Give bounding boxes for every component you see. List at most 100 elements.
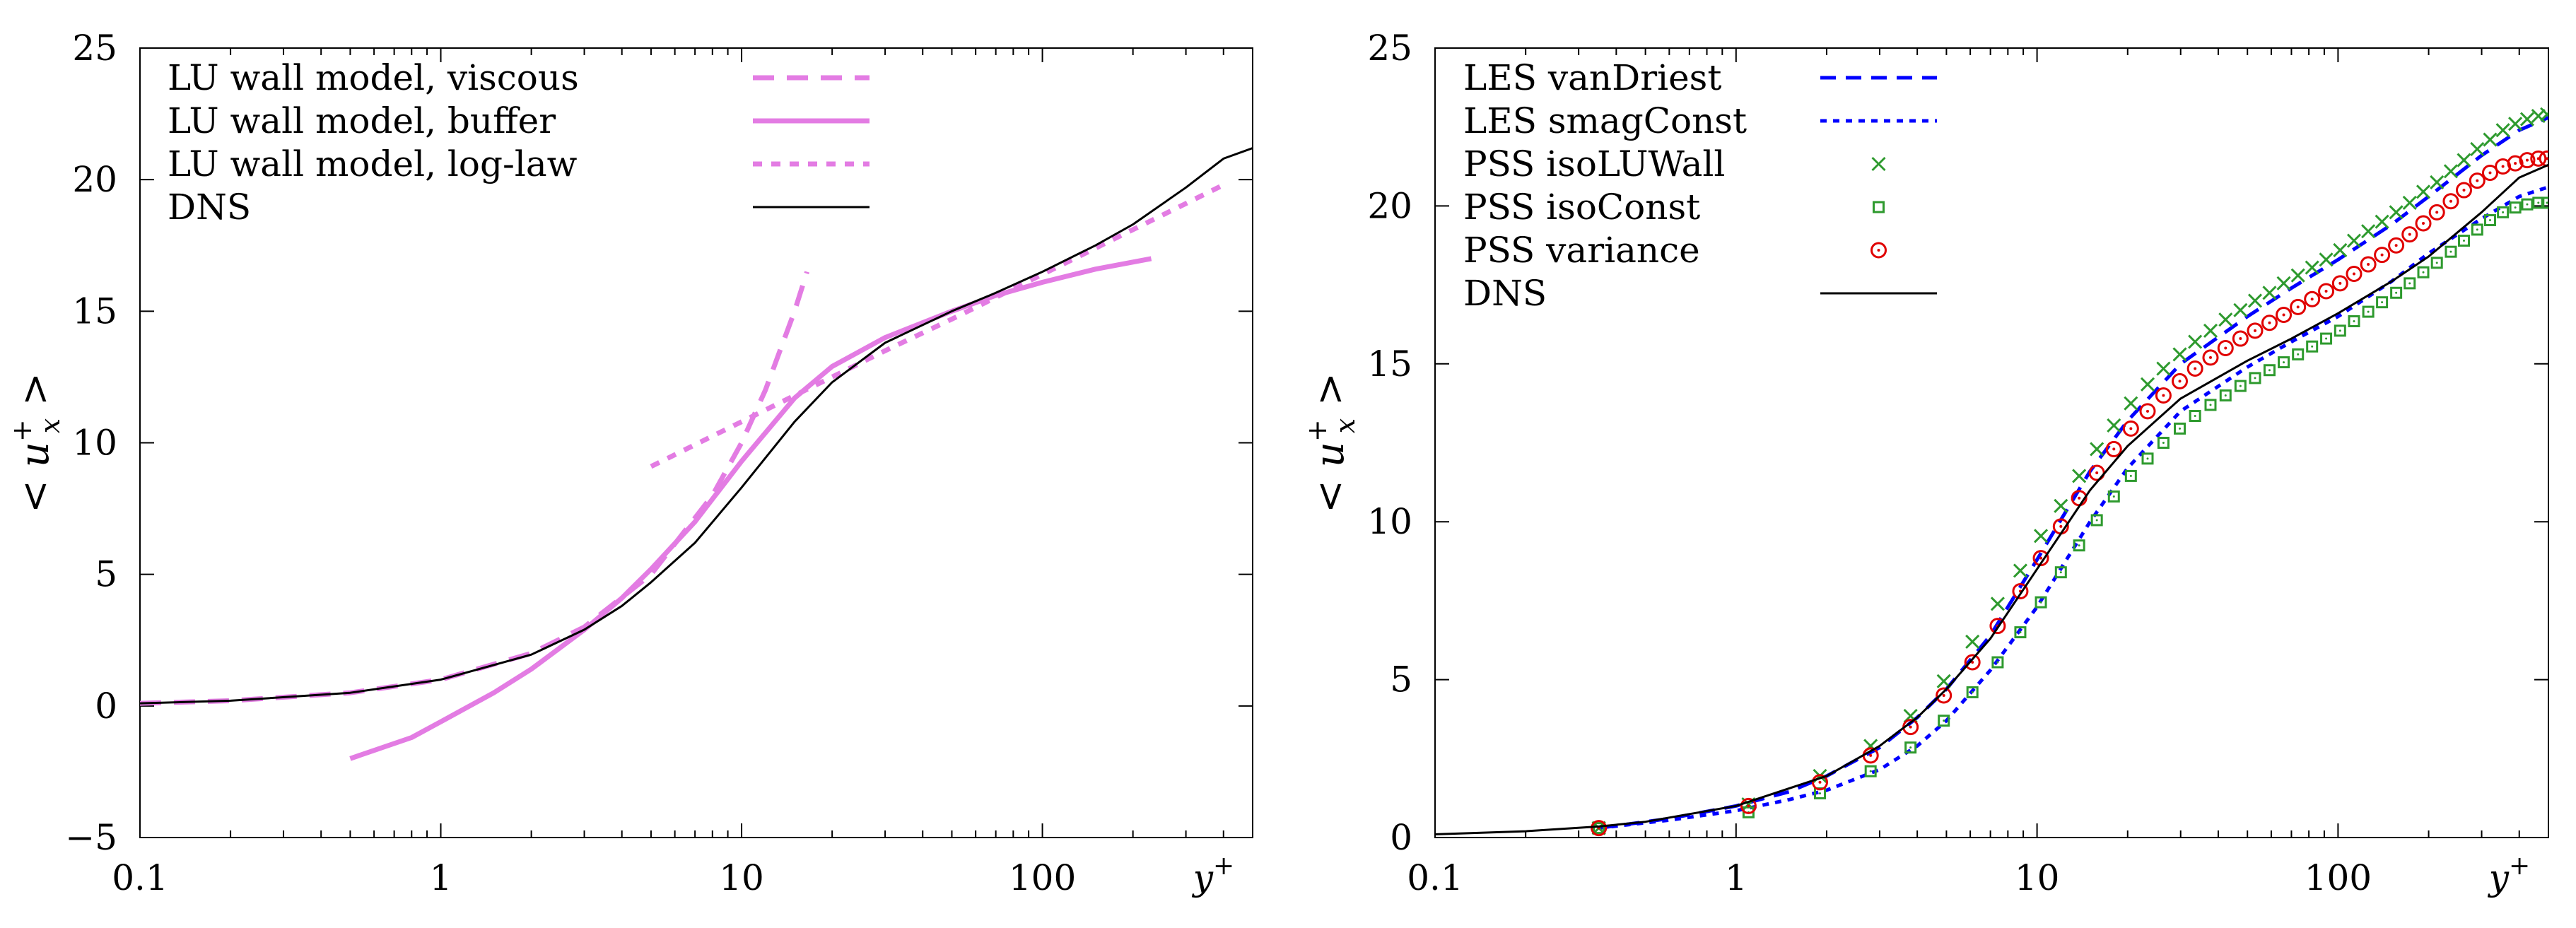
data-point	[1864, 765, 1877, 777]
data-point	[2290, 298, 2307, 315]
data-point	[2442, 193, 2459, 210]
y-label-sup: +	[6, 419, 37, 442]
x-tick-label: 0.1	[112, 857, 168, 898]
data-point-dot	[2352, 272, 2355, 276]
x-tick-label: 0.1	[1407, 857, 1463, 898]
y-label-sup: +	[1301, 419, 1333, 442]
data-point-dot	[2078, 544, 2080, 547]
y-tick-label: 15	[1367, 343, 1412, 384]
data-point	[2013, 563, 2028, 578]
y-tick-label: −5	[65, 817, 117, 858]
data-point-dot	[2059, 524, 2063, 528]
data-point	[2346, 265, 2363, 282]
x-axis-label-sup: +	[1213, 852, 1234, 881]
y-label-sub: x	[1330, 418, 1361, 433]
data-point-dot	[2268, 321, 2271, 324]
data-point-dot	[2039, 601, 2042, 604]
data-point	[2249, 372, 2261, 384]
data-point	[2469, 172, 2486, 189]
y-tick-label: 10	[72, 423, 117, 464]
data-point	[2457, 153, 2471, 168]
series-dns-line	[1435, 163, 2548, 835]
data-point	[2157, 437, 2170, 449]
data-point-dot	[2537, 201, 2540, 204]
data-point	[2306, 340, 2319, 353]
data-point	[2362, 305, 2375, 318]
data-point	[2331, 275, 2348, 292]
data-point	[2404, 277, 2416, 290]
data-point	[2318, 283, 2335, 300]
data-point	[1966, 686, 1979, 698]
series-lu-wall-model-log-law-line	[650, 182, 1225, 469]
legend-label: LES smagConst	[1463, 100, 1747, 141]
data-point	[2509, 201, 2522, 214]
y-label-close: >	[12, 372, 58, 418]
data-point	[2455, 182, 2472, 199]
data-point-dot	[2338, 329, 2341, 332]
data-point	[1740, 797, 1757, 814]
data-point-dot	[2501, 165, 2505, 168]
data-point-dot	[1996, 661, 1999, 664]
data-point-dot	[2095, 519, 2098, 522]
data-point-dot	[2129, 427, 2133, 430]
data-point-dot	[2078, 496, 2081, 500]
data-point-dot	[2209, 404, 2212, 406]
data-point-dot	[2310, 298, 2314, 301]
data-point	[2234, 380, 2247, 392]
y-tick-label: 25	[1367, 28, 1412, 69]
data-point	[2495, 123, 2510, 138]
data-point	[2348, 315, 2360, 327]
data-point-dot	[2514, 206, 2517, 209]
data-point	[2507, 155, 2524, 172]
data-point	[2122, 420, 2139, 437]
data-point	[2375, 214, 2389, 229]
data-point-dot	[2311, 345, 2314, 348]
data-point	[2481, 164, 2498, 181]
data-point	[2417, 266, 2430, 278]
data-point-dot	[2338, 281, 2342, 285]
data-point-dot	[2422, 221, 2425, 225]
data-point	[2090, 514, 2103, 527]
data-point-dot	[2039, 556, 2043, 560]
data-point	[2090, 442, 2104, 457]
data-point	[2202, 349, 2219, 366]
data-point	[2247, 293, 2263, 308]
data-point-dot	[2324, 290, 2328, 293]
data-point-dot	[2146, 409, 2150, 413]
data-point	[2174, 422, 2186, 435]
data-point-dot	[2268, 369, 2271, 372]
data-point-dot	[2462, 240, 2465, 242]
data-point	[2320, 332, 2333, 345]
data-point	[2416, 184, 2431, 199]
data-point	[2305, 260, 2319, 275]
data-point-dot	[2162, 442, 2165, 444]
x-tick-label: 100	[1009, 857, 1076, 898]
data-point	[2304, 290, 2321, 307]
data-point-dot	[2422, 271, 2425, 274]
y-tick-label: 0	[1390, 817, 1412, 858]
data-point	[2218, 312, 2233, 327]
data-point	[2290, 268, 2305, 283]
data-point-dot	[2112, 495, 2115, 498]
data-point-dot	[2179, 427, 2182, 430]
series-lu-wall-model-log-law	[650, 182, 1225, 469]
data-point-dot	[1909, 746, 1912, 749]
data-point	[2334, 324, 2346, 337]
data-point	[2430, 175, 2445, 189]
data-point	[2443, 164, 2459, 179]
legend-label: DNS	[168, 187, 251, 228]
data-point	[2033, 529, 2049, 544]
data-point	[2188, 334, 2203, 349]
data-point-dot	[2194, 367, 2197, 370]
data-point	[2189, 410, 2201, 423]
series-dns-line	[140, 147, 1253, 705]
data-point	[2217, 339, 2234, 356]
x-tick-label: 1	[1725, 857, 1747, 898]
data-point-dot	[2253, 329, 2256, 332]
data-point	[2012, 582, 2029, 599]
data-point-dot	[1909, 725, 1912, 729]
data-point-dot	[2526, 203, 2529, 206]
data-point-dot	[2283, 361, 2285, 364]
